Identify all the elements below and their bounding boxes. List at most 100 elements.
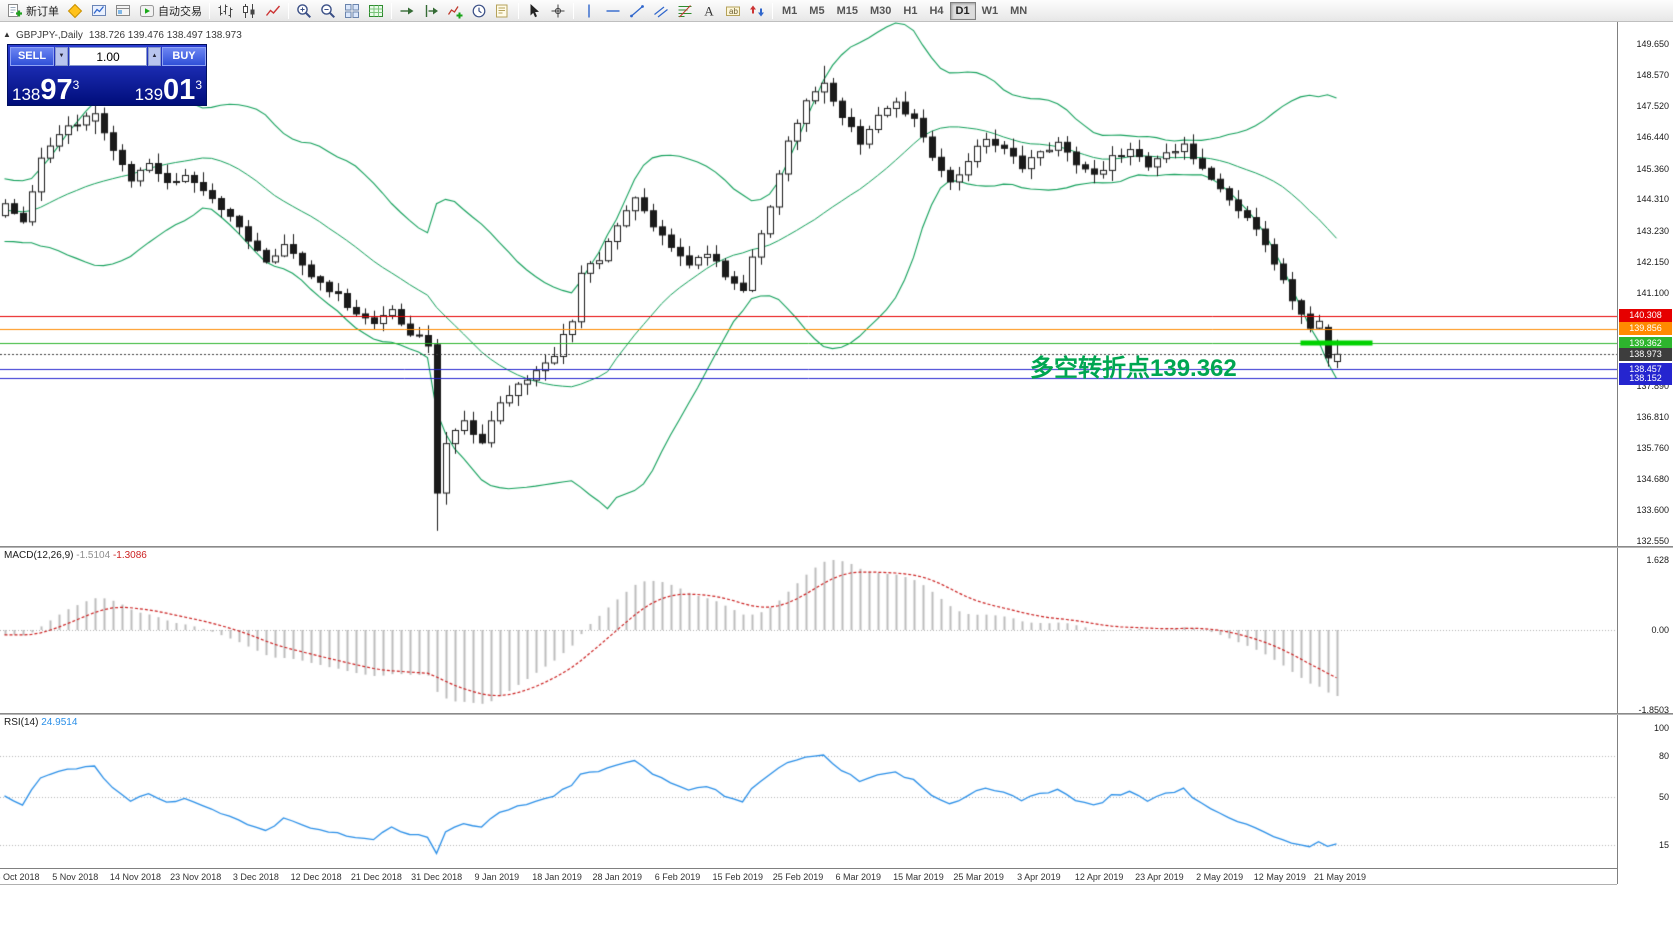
market-watch-icon: [91, 3, 107, 19]
date-tick: 18 Jan 2019: [532, 872, 582, 882]
trendline-icon: [629, 3, 645, 19]
arrows-icon: [749, 3, 765, 19]
price-tick: 146.440: [1636, 132, 1669, 143]
timeframe-m30-button[interactable]: M30: [869, 4, 892, 17]
buy-price-sup: 3: [195, 78, 202, 92]
zoom-in-button[interactable]: [292, 1, 316, 21]
price-tick: 144.310: [1636, 194, 1669, 205]
crosshair-button[interactable]: [546, 1, 570, 21]
date-tick: 2 May 2019: [1196, 872, 1244, 882]
line-chart-button[interactable]: [261, 1, 285, 21]
terminal-button[interactable]: [111, 1, 135, 21]
auto-scroll-button[interactable]: [395, 1, 419, 21]
price-axis: 149.650 148.570 147.520 146.440 145.360 144.3…: [1617, 22, 1673, 884]
rsi-label: RSI(14) 24.9514: [4, 717, 77, 728]
candlestick-chart-button[interactable]: [237, 1, 261, 21]
date-tick: 28 Jan 2019: [592, 872, 643, 882]
sell-price-big: 97: [40, 74, 73, 106]
metaeditor-button[interactable]: [63, 1, 87, 21]
sell-price[interactable]: 138 97 3: [12, 76, 79, 105]
timeframe-h4-button[interactable]: H4: [929, 4, 944, 17]
date-tick: 6 Feb 2019: [654, 872, 701, 882]
vertical-line-button[interactable]: [577, 1, 601, 21]
cursor-button[interactable]: [522, 1, 546, 21]
date-tick: 3 Dec 2018: [232, 872, 279, 882]
chart-shift-icon: [423, 3, 439, 19]
arrows-button[interactable]: [745, 1, 769, 21]
panel-splitter[interactable]: [0, 713, 1673, 715]
zoom-out-button[interactable]: [316, 1, 340, 21]
indicators-button[interactable]: [443, 1, 467, 21]
text-button[interactable]: A: [697, 1, 721, 21]
chart-ohlc-header: GBPJPY-,Daily 138.726 139.476 138.497 138…: [16, 30, 248, 41]
timeframe-m15-button[interactable]: M15: [836, 4, 858, 17]
buy-button[interactable]: BUY: [162, 47, 206, 66]
equidistant-channel-button[interactable]: [649, 1, 673, 21]
text-label-button[interactable]: ab: [721, 1, 745, 21]
price-tick: 143.230: [1636, 225, 1669, 236]
periods-button[interactable]: [467, 1, 491, 21]
text-icon: A: [701, 3, 717, 19]
market-watch-button[interactable]: [87, 1, 111, 21]
new-order-button[interactable]: 新订单: [3, 1, 63, 21]
rsi-canvas[interactable]: [0, 715, 1617, 868]
rsi-value: 24.9514: [41, 717, 78, 728]
horizontal-line-button[interactable]: [601, 1, 625, 21]
date-tick: 15 Feb 2019: [712, 872, 764, 882]
date-tick: 9 Jan 2019: [474, 872, 520, 882]
rsi-name: RSI(14): [4, 717, 39, 728]
buy-price[interactable]: 139 01 3: [135, 76, 202, 105]
vertical-line-icon: [581, 3, 597, 19]
date-tick: 31 Dec 2018: [411, 872, 463, 882]
auto-scroll-icon: [399, 3, 415, 19]
volume-increase-button[interactable]: ▲: [148, 47, 161, 66]
timeframe-mn-button[interactable]: MN: [1010, 4, 1028, 17]
date-tick: 12 Apr 2019: [1074, 872, 1124, 882]
macd-tick: 1.628: [1646, 554, 1669, 565]
volume-decrease-button[interactable]: ▼: [55, 47, 68, 66]
panel-splitter[interactable]: [0, 546, 1673, 548]
toolbar-separator: [209, 2, 210, 19]
timeframe-d1-button[interactable]: D1: [949, 1, 976, 20]
price-tick: 147.520: [1636, 100, 1669, 111]
chart-annotation-text[interactable]: 多空转折点139.362: [1030, 355, 1237, 382]
hline-price-tag: 139.856: [1619, 322, 1672, 336]
templates-button[interactable]: [491, 1, 515, 21]
timeframe-m5-button[interactable]: M5: [809, 4, 825, 17]
rsi-tick: 15: [1658, 839, 1669, 850]
bar-chart-button[interactable]: [213, 1, 237, 21]
hline-price-tag: 139.362: [1619, 336, 1672, 350]
date-tick: 5 Nov 2018: [52, 872, 99, 882]
price-tick: 141.100: [1636, 287, 1669, 298]
price-tick: 137.890: [1636, 380, 1669, 391]
timeframe-h1-button[interactable]: H1: [903, 4, 918, 17]
chart-shift-button[interactable]: [419, 1, 443, 21]
trendline-button[interactable]: [625, 1, 649, 21]
sell-button[interactable]: SELL: [10, 47, 54, 66]
price-chart-panel: ▲ GBPJPY-,Daily 138.726 139.476 138.497 1…: [0, 22, 1617, 546]
equidistant-channel-icon: [653, 3, 669, 19]
volume-input[interactable]: [69, 47, 147, 66]
cursor-icon: [526, 3, 542, 19]
rsi-tick: 100: [1653, 723, 1669, 733]
date-tick: 25 Mar 2019: [953, 872, 1004, 882]
macd-canvas[interactable]: [0, 548, 1617, 713]
one-click-panel-toggle[interactable]: ▲: [3, 30, 11, 39]
sell-price-sup: 3: [72, 78, 80, 92]
main-chart-canvas[interactable]: [0, 22, 1617, 546]
macd-tick: 0.00: [1651, 625, 1669, 635]
autotrading-button[interactable]: 自动交易: [135, 1, 206, 21]
date-tick: 15 Mar 2019: [893, 872, 944, 882]
timeframe-m1-button[interactable]: M1: [782, 4, 798, 17]
date-tick: 23 Nov 2018: [170, 872, 222, 882]
fibonacci-button[interactable]: [673, 1, 697, 21]
strategy-tester-button[interactable]: [364, 1, 388, 21]
symbol-label: GBPJPY-,Daily: [16, 30, 83, 41]
tile-windows-button[interactable]: [340, 1, 364, 21]
hline-price-tag: 138.152: [1619, 371, 1672, 385]
strategy-tester-icon: [368, 3, 384, 19]
price-tick: 148.570: [1636, 70, 1669, 81]
timeframe-w1-button[interactable]: W1: [981, 4, 999, 17]
toolbar-separator: [288, 2, 289, 19]
